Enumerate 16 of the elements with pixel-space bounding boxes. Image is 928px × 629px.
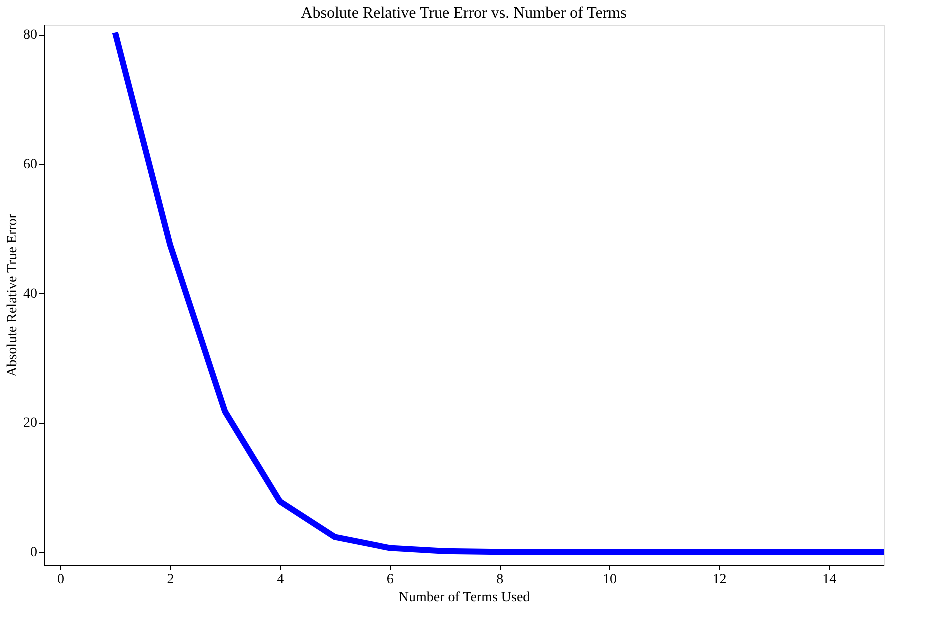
x-tick-label: 10 <box>602 572 617 588</box>
y-tick-label: 20 <box>24 416 38 432</box>
y-tick-label: 60 <box>24 158 38 173</box>
x-tick-label: 0 <box>57 572 64 588</box>
x-tick-label: 8 <box>496 572 504 588</box>
x-tick-label: 14 <box>822 572 837 588</box>
x-axis-title: Number of Terms Used <box>398 590 530 606</box>
x-tick-label: 2 <box>167 572 174 588</box>
chart-title: Absolute Relative True Error vs. Number of Terms <box>301 5 627 22</box>
x-tick-label: 4 <box>277 572 284 588</box>
x-tick-label: 6 <box>386 572 394 588</box>
y-tick-label: 80 <box>24 28 38 44</box>
y-axis-title: Absolute Relative True Error <box>6 214 20 377</box>
x-tick-label: 12 <box>712 572 727 588</box>
y-tick-label: 0 <box>30 546 38 561</box>
y-tick-label: 40 <box>24 286 38 302</box>
